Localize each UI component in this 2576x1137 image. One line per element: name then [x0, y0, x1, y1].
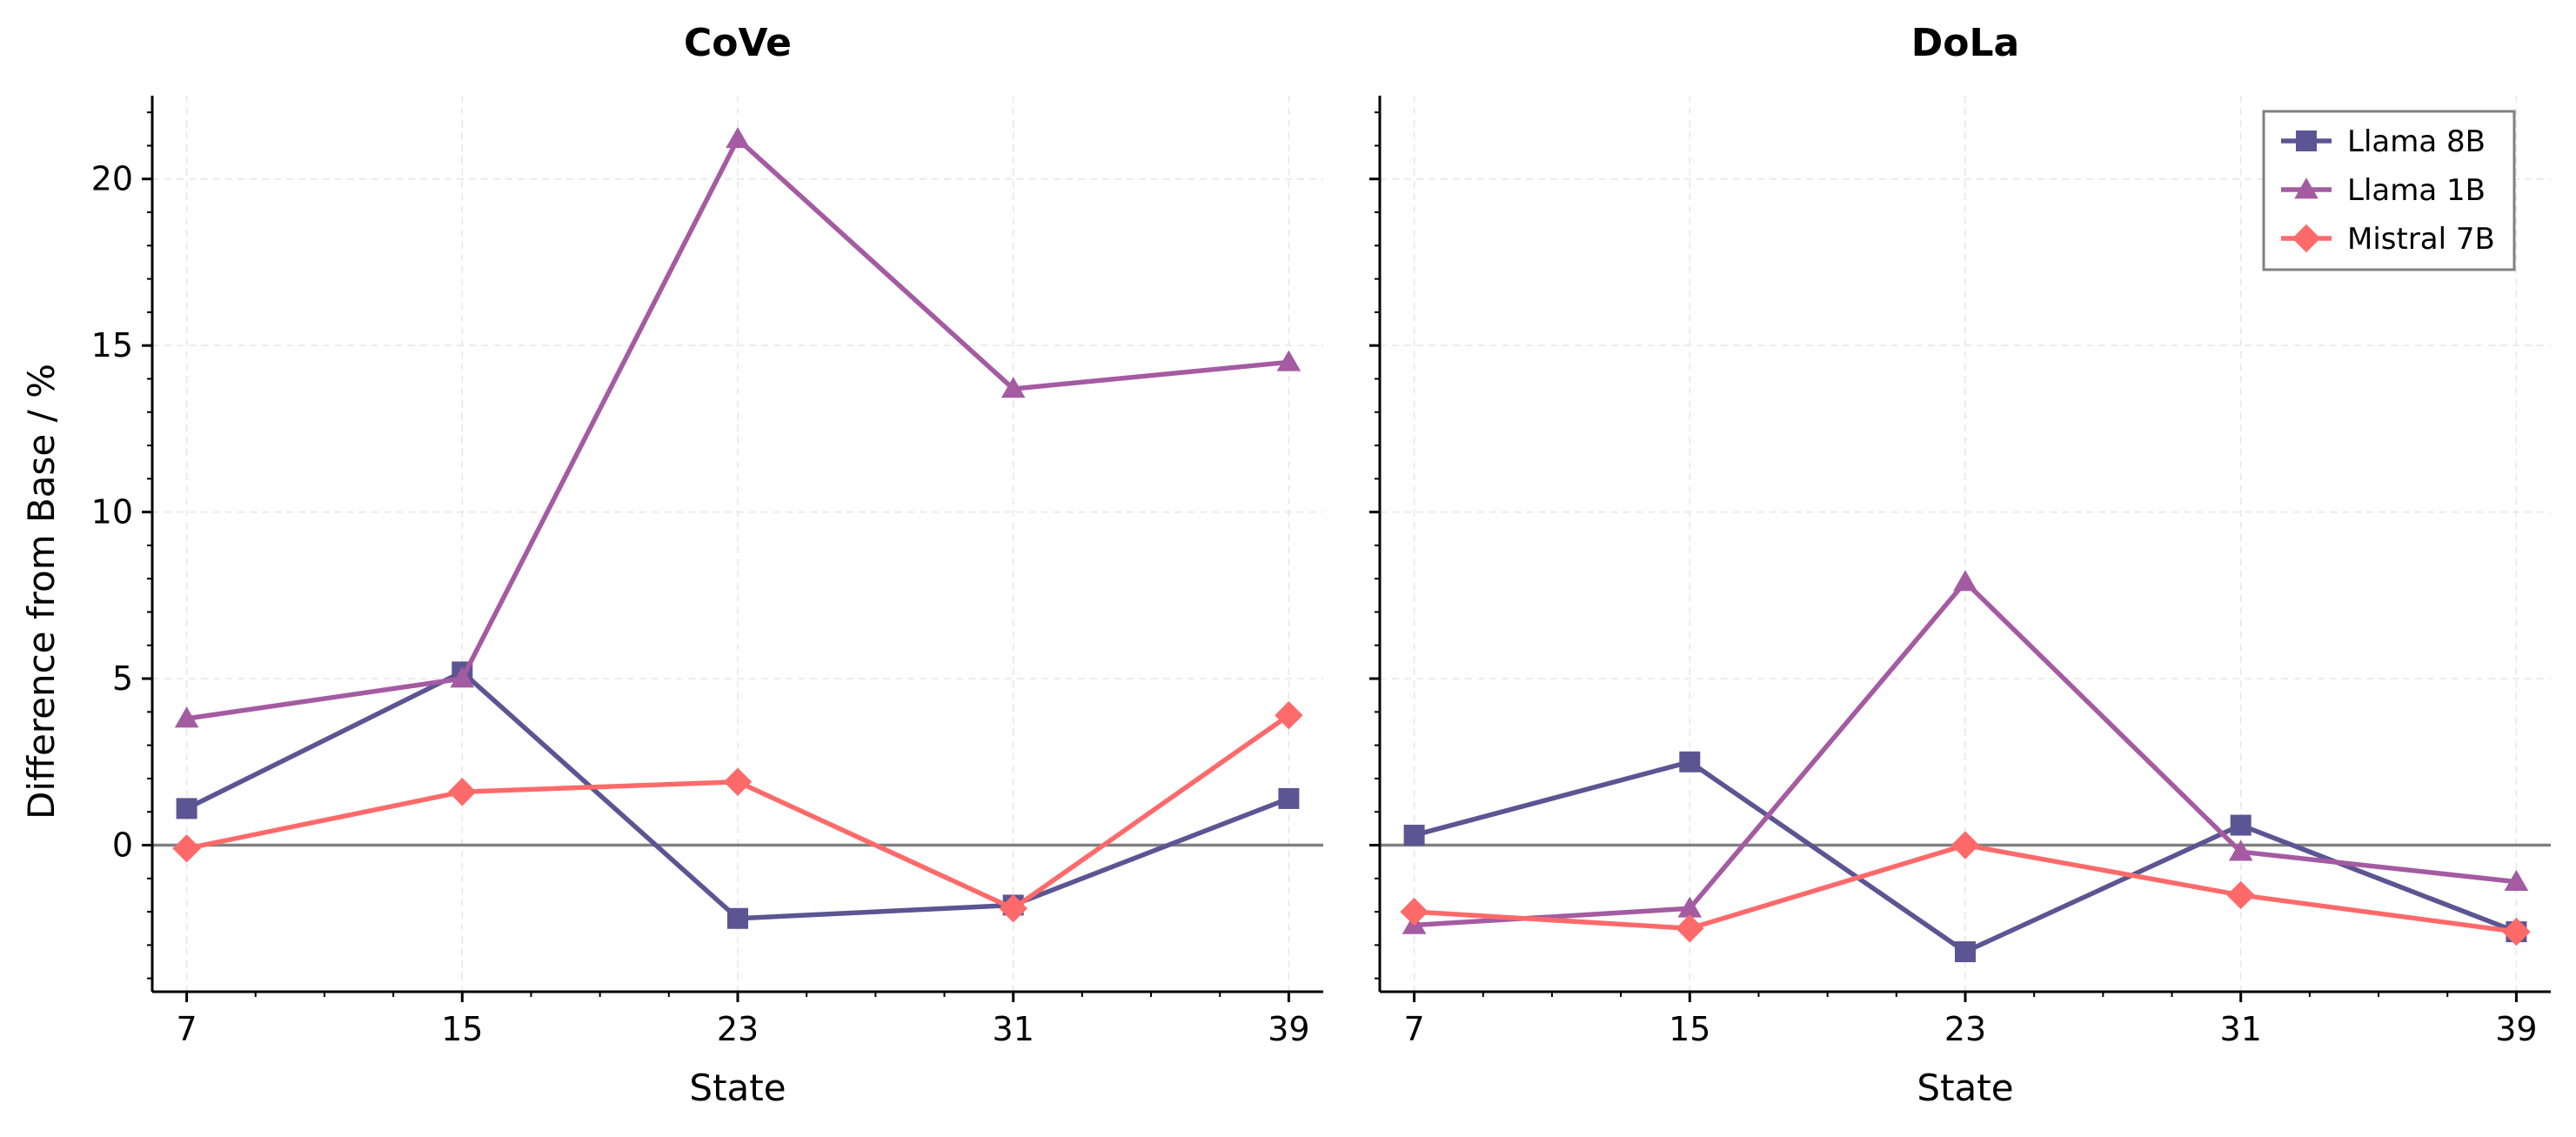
x-tick-label: 15 [441, 1010, 483, 1048]
x-tick-label: 31 [2220, 1010, 2262, 1048]
panel-cove: CoVe State Difference from Base / % 0 5 10… [20, 21, 1323, 1109]
x-tick-label: 7 [176, 1010, 197, 1048]
data-point-llama-8b [1955, 941, 1976, 963]
data-point-mistral-7b [723, 767, 753, 796]
data-point-mistral-7b [2226, 880, 2255, 910]
chart-title: CoVe [684, 21, 792, 65]
data-point-llama-1b [1000, 377, 1026, 398]
x-axis-label: State [1917, 1067, 2013, 1109]
data-point-llama-8b [1679, 751, 1701, 772]
data-point-llama-8b [1403, 825, 1425, 846]
x-tick-label: 15 [1669, 1010, 1710, 1048]
legend-marker [2292, 224, 2321, 253]
legend-label: Mistral 7B [2347, 222, 2495, 257]
legend-marker [2294, 177, 2318, 199]
y-tick-label: 10 [91, 493, 133, 532]
legend-label: Llama 8B [2347, 124, 2486, 159]
data-point-llama-8b [1278, 787, 1300, 809]
y-tick-label: 15 [91, 326, 133, 365]
data-point-mistral-7b [172, 834, 201, 863]
y-tick-label: 20 [91, 160, 133, 198]
data-point-mistral-7b [1400, 897, 1429, 926]
data-point-mistral-7b [1275, 700, 1303, 730]
data-point-mistral-7b [448, 778, 477, 806]
data-point-mistral-7b [1676, 914, 1704, 943]
x-tick-label: 31 [993, 1010, 1034, 1048]
legend-label: Llama 1B [2347, 173, 2486, 208]
y-tick-label: 5 [112, 659, 133, 698]
x-tick-label: 7 [1403, 1010, 1424, 1048]
x-tick-label: 23 [1944, 1010, 1986, 1048]
data-point-mistral-7b [1950, 831, 1980, 859]
legend-marker [2296, 130, 2317, 151]
data-point-llama-8b [176, 798, 197, 819]
data-point-llama-1b [726, 126, 750, 149]
data-point-llama-1b [1276, 350, 1301, 371]
y-tick-label: 0 [112, 826, 133, 865]
data-point-llama-1b [1953, 570, 1977, 592]
data-point-llama-8b [2230, 814, 2251, 836]
data-point-llama-1b [450, 666, 475, 688]
data-point-llama-1b [174, 706, 199, 728]
x-tick-label: 39 [2495, 1010, 2537, 1048]
chart-title: DoLa [1911, 21, 2019, 65]
data-point-llama-1b [2504, 869, 2529, 891]
panel-dola: DoLa State 7 15 23 31 39 Llama 8B Llama 1B Mist… [1369, 21, 2551, 1109]
data-point-llama-8b [727, 907, 748, 929]
x-tick-label: 39 [1268, 1010, 1309, 1048]
data-point-mistral-7b [999, 894, 1027, 923]
y-axis-label: Difference from Base / % [20, 364, 63, 819]
data-point-llama-1b [1677, 896, 1703, 918]
data-point-llama-1b [2228, 839, 2253, 861]
x-axis-label: State [689, 1067, 786, 1109]
data-point-mistral-7b [2502, 917, 2531, 946]
x-tick-label: 23 [717, 1010, 759, 1048]
